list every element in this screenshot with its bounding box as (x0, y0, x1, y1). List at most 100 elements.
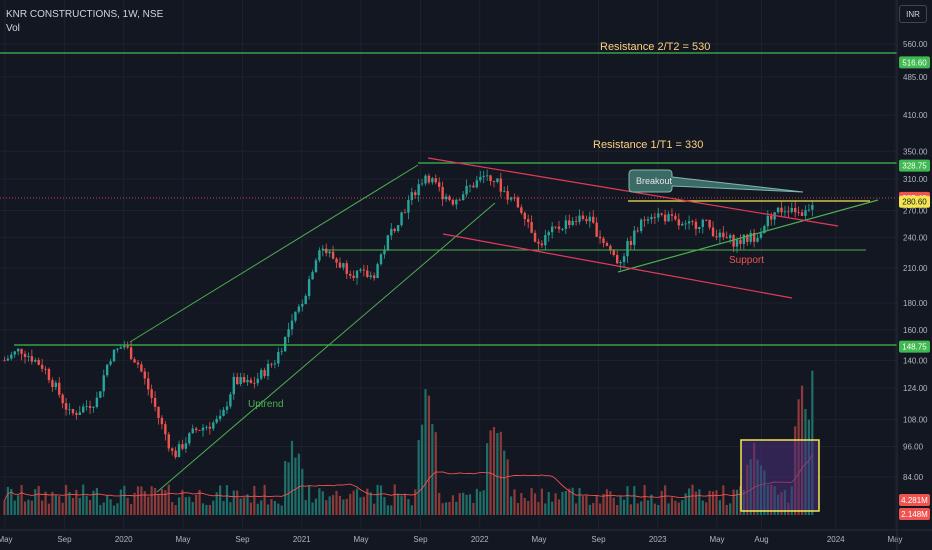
candle-body (492, 181, 496, 182)
volume-bar (130, 504, 133, 515)
volume-bar (581, 496, 585, 515)
candle-body (283, 336, 287, 352)
volume-bar (681, 500, 684, 515)
candle-body (212, 422, 215, 429)
candle-body (598, 236, 602, 239)
candle-body (650, 216, 653, 220)
candle-body (479, 176, 482, 181)
candle-body (170, 448, 174, 451)
candle-body (201, 427, 205, 431)
candle-body (150, 389, 153, 398)
candle-body (71, 408, 75, 414)
volume-bar (732, 489, 735, 515)
volume-bar (37, 485, 40, 515)
volume-bar (335, 490, 338, 515)
volume-bar (157, 493, 160, 515)
candle-body (790, 207, 793, 212)
volume-bar (201, 503, 205, 515)
candle-body (277, 352, 280, 364)
candle-body (424, 175, 427, 184)
annotation-uptrend: Uptrend (248, 399, 284, 410)
volume-bar (64, 485, 68, 515)
x-tick-label: May (0, 535, 13, 544)
volume-bar (191, 502, 194, 515)
candle-body (191, 428, 194, 434)
volume-bar (153, 487, 157, 515)
candle-body (88, 406, 92, 408)
volume-bar (349, 493, 352, 515)
candles (3, 169, 814, 460)
candle-body (770, 215, 773, 220)
volume-bar (551, 501, 554, 515)
candle-body (75, 413, 78, 416)
candle-body (242, 376, 246, 383)
volume-bar (547, 492, 550, 515)
candle-body (704, 219, 708, 221)
volume-bar (75, 489, 78, 515)
candle-body (311, 272, 314, 280)
candle-body (208, 426, 212, 429)
volume-bar (670, 497, 674, 515)
candle-body (348, 273, 352, 276)
volume-bar (150, 486, 153, 515)
candle-body (574, 221, 578, 222)
candle-body (807, 209, 811, 211)
volume-bar (588, 504, 591, 515)
price-label-box (899, 195, 930, 208)
candle-body (143, 371, 147, 379)
candle-body (605, 243, 609, 246)
volume-bar (369, 492, 372, 515)
candle-body (568, 220, 571, 225)
candle-body (270, 363, 273, 365)
volume-bar (684, 493, 687, 515)
volume-bar (3, 500, 6, 515)
candle-body (800, 212, 804, 216)
volume-bar (622, 499, 626, 515)
candle-body (301, 304, 304, 307)
volume-bar (147, 496, 150, 515)
candle-body (359, 269, 362, 271)
volume-bar (434, 432, 437, 515)
price-label-text: 516.60 (902, 58, 927, 67)
volume-bar (592, 502, 595, 515)
candle-body (448, 196, 451, 200)
volume-bar (133, 492, 136, 515)
candle-body (99, 391, 102, 398)
currency-button[interactable]: INR (899, 5, 927, 23)
candle-body (811, 204, 814, 210)
candle-body (366, 270, 369, 277)
candle-body (157, 406, 160, 418)
volume-legend-label[interactable]: Vol (6, 23, 20, 34)
candle-body (414, 192, 417, 196)
candle-body (355, 270, 359, 279)
volume-bar (575, 503, 578, 515)
volume-bar (167, 484, 170, 515)
x-tick-label: 2022 (471, 535, 489, 544)
candle-body (386, 235, 390, 251)
volume-bar (355, 488, 359, 515)
candle-body (763, 226, 766, 234)
y-tick-label: 485.00 (903, 73, 928, 82)
volume-bar (164, 490, 167, 515)
candle-body (51, 380, 54, 388)
candle-body (578, 215, 581, 222)
candle-body (335, 258, 338, 263)
y-tick-label: 124.00 (903, 384, 928, 393)
candle-body (742, 234, 746, 244)
candle-body (290, 320, 294, 330)
volume-bar (17, 495, 20, 515)
volume-bar (660, 490, 663, 515)
volume-bar (297, 453, 300, 515)
candle-body (30, 356, 34, 362)
candle-body (561, 228, 564, 230)
volume-bar (383, 497, 386, 515)
candle-body (321, 248, 325, 251)
volume-bar (725, 504, 728, 515)
symbol-title[interactable]: KNR CONSTRUCTIONS, 1W, NSE (6, 9, 164, 20)
volume-bar (246, 494, 249, 515)
volume-bar (698, 489, 701, 515)
x-tick-label: 2023 (649, 535, 667, 544)
price-label-text: 148.75 (902, 343, 927, 352)
x-tick-label: May (175, 535, 190, 544)
